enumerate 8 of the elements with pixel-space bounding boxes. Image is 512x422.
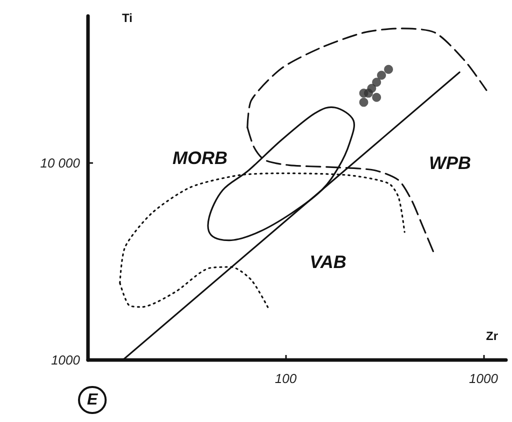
y-tick-label: 10 000 <box>40 156 81 171</box>
x-axis-title: Zr <box>486 329 498 343</box>
x-tick-label: 100 <box>274 371 298 386</box>
annotation: VAB <box>310 252 346 272</box>
y-axis-title: Ti <box>122 11 132 25</box>
text: E <box>87 392 99 408</box>
annotation: WPB <box>429 153 471 173</box>
annotation: MORB <box>172 148 228 168</box>
